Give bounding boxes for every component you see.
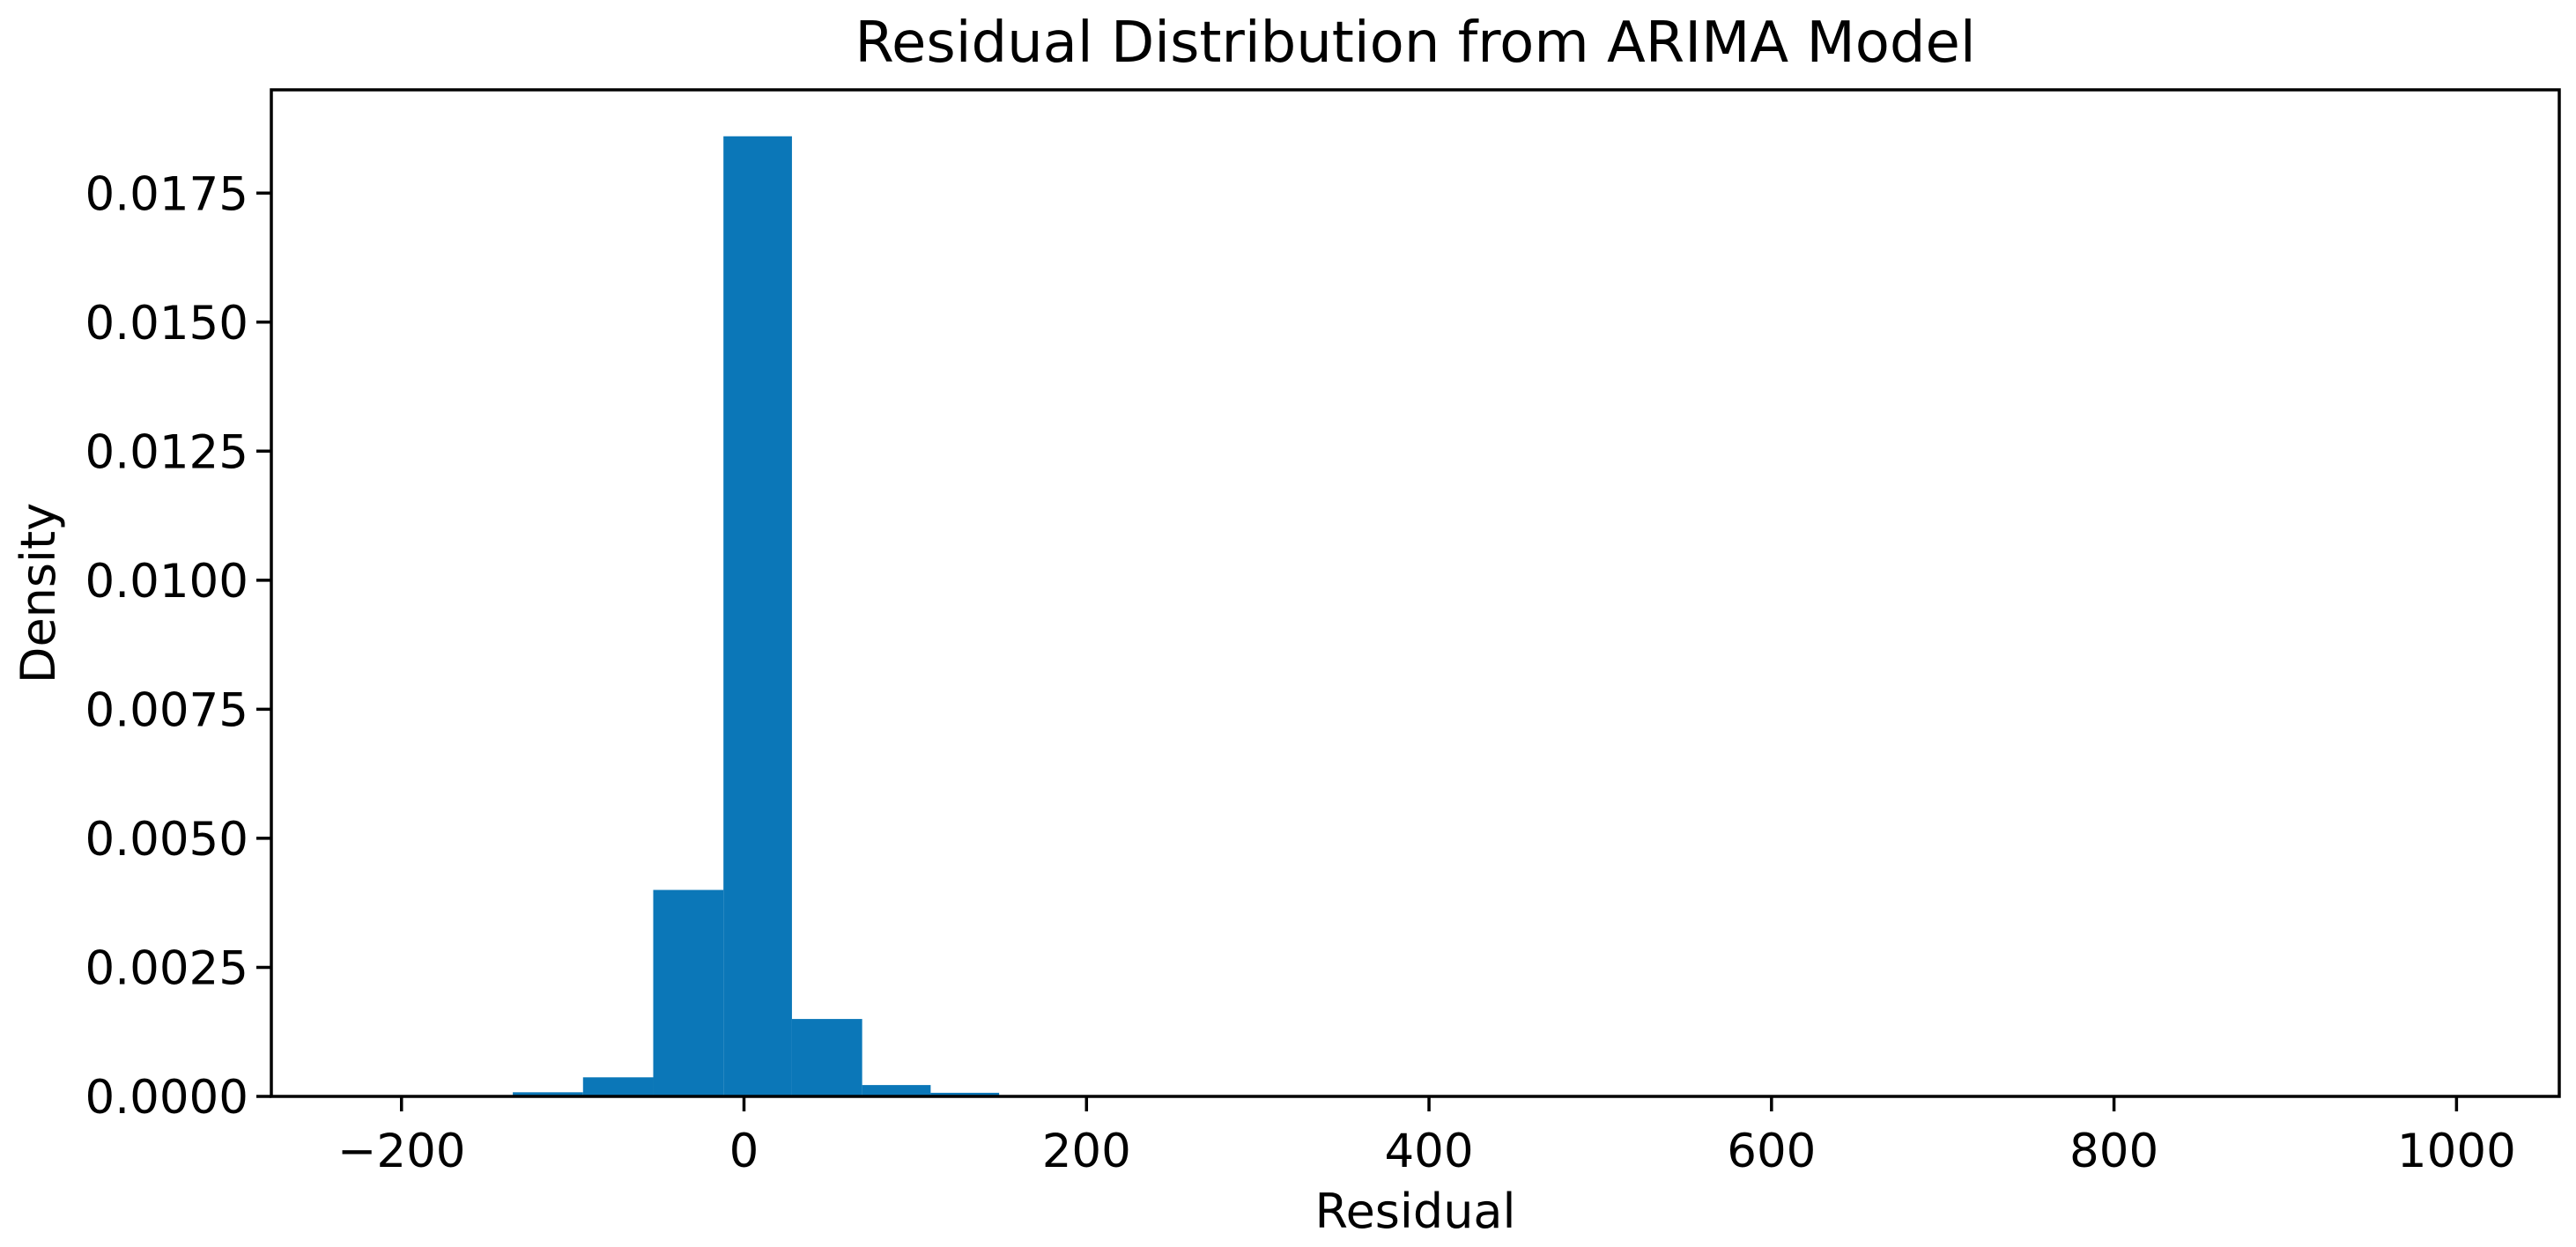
x-tick-label: 200 xyxy=(1042,1125,1131,1178)
y-tick-label: 0.0025 xyxy=(85,942,248,996)
y-tick-label: 0.0075 xyxy=(85,683,248,737)
y-tick-label: 0.0150 xyxy=(85,297,248,350)
x-tick-label: 800 xyxy=(2069,1125,2158,1178)
histogram-bar xyxy=(862,1085,931,1096)
chart-title: Residual Distribution from ARIMA Model xyxy=(855,11,1975,76)
y-tick-label: 0.0125 xyxy=(85,425,248,479)
histogram-bar xyxy=(791,1019,862,1096)
y-axis-ticks: 0.0000 0.0025 0.0050 0.0075 0.0100 0.0125 0.01… xyxy=(85,167,271,1125)
histogram-bar xyxy=(582,1077,654,1096)
histogram-bar xyxy=(653,889,724,1096)
y-tick-label: 0.0175 xyxy=(85,167,248,221)
x-tick-label: 600 xyxy=(1727,1125,1816,1178)
x-tick-label: 400 xyxy=(1384,1125,1473,1178)
histogram-bar xyxy=(723,136,792,1096)
y-tick-label: 0.0000 xyxy=(85,1071,248,1125)
x-tick-label: 0 xyxy=(729,1125,759,1178)
x-tick-label: −200 xyxy=(337,1125,466,1178)
histogram-bar xyxy=(513,1092,583,1096)
plot-area xyxy=(270,88,2561,1098)
y-tick-label: 0.0050 xyxy=(85,813,248,867)
x-tick-label: 1000 xyxy=(2397,1125,2516,1178)
x-axis-ticks: −200 0 200 400 600 800 1000 xyxy=(337,1096,2516,1178)
y-axis-label: Density xyxy=(11,503,66,683)
y-tick-label: 0.0100 xyxy=(85,555,248,609)
histogram-bar xyxy=(930,1092,1000,1096)
x-axis-label: Residual xyxy=(1314,1184,1515,1239)
bars-group xyxy=(513,136,1000,1096)
